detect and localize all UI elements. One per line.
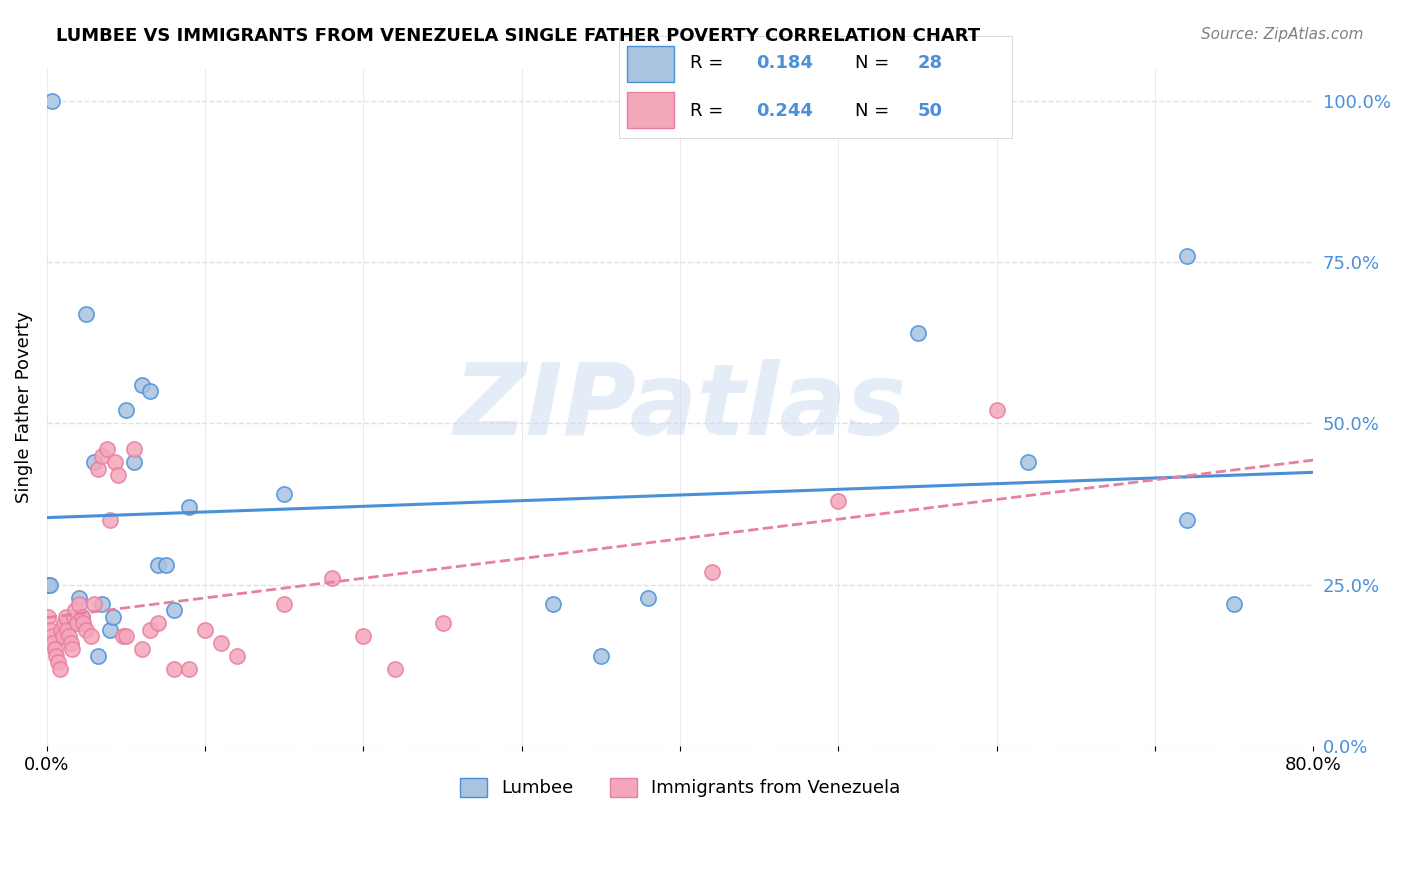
Text: 0.184: 0.184 [756, 54, 814, 72]
Point [115, 403, 138, 417]
Point [1017, 455, 1039, 469]
Point [1223, 597, 1246, 611]
Point [65, 603, 87, 617]
Text: 0.244: 0.244 [756, 102, 813, 120]
Point [209, 636, 232, 650]
Point [44, 642, 66, 657]
Point [179, 500, 201, 515]
Point [104, 455, 127, 469]
Point [55, 610, 77, 624]
Point [139, 623, 162, 637]
Point [60, 642, 83, 657]
Point [39, 623, 62, 637]
Point [139, 384, 162, 398]
Text: Source: ZipAtlas.com: Source: ZipAtlas.com [1201, 27, 1364, 42]
Point [91, 597, 114, 611]
Point [37, 610, 59, 624]
Point [86, 461, 108, 475]
Text: N =: N = [855, 102, 894, 120]
Point [39, 577, 62, 591]
Point [907, 326, 929, 340]
Point [91, 449, 114, 463]
Text: LUMBEE VS IMMIGRANTS FROM VENEZUELA SINGLE FATHER POVERTY CORRELATION CHART: LUMBEE VS IMMIGRANTS FROM VENEZUELA SING… [56, 27, 980, 45]
Point [543, 597, 565, 611]
FancyBboxPatch shape [627, 46, 673, 82]
Point [66, 616, 89, 631]
Point [96, 442, 118, 457]
Point [1175, 513, 1198, 527]
Y-axis label: Single Father Poverty: Single Father Poverty [15, 311, 32, 503]
Point [353, 629, 375, 643]
Point [107, 468, 129, 483]
Point [321, 571, 343, 585]
Point [103, 610, 125, 624]
Legend: Lumbee, Immigrants from Venezuela: Lumbee, Immigrants from Venezuela [453, 771, 908, 805]
Point [131, 377, 153, 392]
FancyBboxPatch shape [627, 92, 673, 128]
Point [700, 565, 723, 579]
Point [162, 603, 184, 617]
Point [83, 455, 105, 469]
Point [58, 629, 80, 643]
Point [45, 648, 67, 663]
Point [111, 629, 134, 643]
Point [225, 648, 247, 663]
Point [98, 623, 121, 637]
Point [75, 307, 97, 321]
Point [162, 662, 184, 676]
Point [67, 591, 90, 605]
Point [41, 629, 63, 643]
Text: ZIPatlas: ZIPatlas [454, 359, 907, 456]
Point [80, 629, 103, 643]
Point [122, 455, 145, 469]
Point [122, 442, 145, 457]
Text: 50: 50 [918, 102, 943, 120]
Point [115, 629, 138, 643]
Point [589, 648, 612, 663]
Text: N =: N = [855, 54, 894, 72]
Point [37, 577, 59, 591]
Point [1175, 249, 1198, 263]
Point [67, 597, 90, 611]
Point [59, 636, 82, 650]
Point [273, 487, 295, 501]
Point [46, 655, 69, 669]
Point [827, 493, 849, 508]
Point [146, 558, 169, 573]
Text: R =: R = [689, 102, 728, 120]
Point [62, 610, 84, 624]
Text: 28: 28 [918, 54, 943, 72]
Point [986, 403, 1008, 417]
Point [146, 616, 169, 631]
Point [49, 623, 72, 637]
Text: R =: R = [689, 54, 728, 72]
Point [75, 623, 97, 637]
Point [194, 623, 217, 637]
Point [70, 610, 93, 624]
Point [70, 610, 93, 624]
Point [56, 623, 79, 637]
Point [98, 513, 121, 527]
Point [72, 616, 94, 631]
Point [52, 629, 75, 643]
Point [273, 597, 295, 611]
Point [53, 616, 76, 631]
Point [637, 591, 659, 605]
Point [41, 94, 63, 108]
Point [131, 642, 153, 657]
Point [83, 597, 105, 611]
Point [384, 662, 406, 676]
Point [432, 616, 454, 631]
Point [48, 662, 70, 676]
Point [155, 558, 177, 573]
Point [179, 662, 201, 676]
Point [42, 636, 65, 650]
Point [86, 648, 108, 663]
